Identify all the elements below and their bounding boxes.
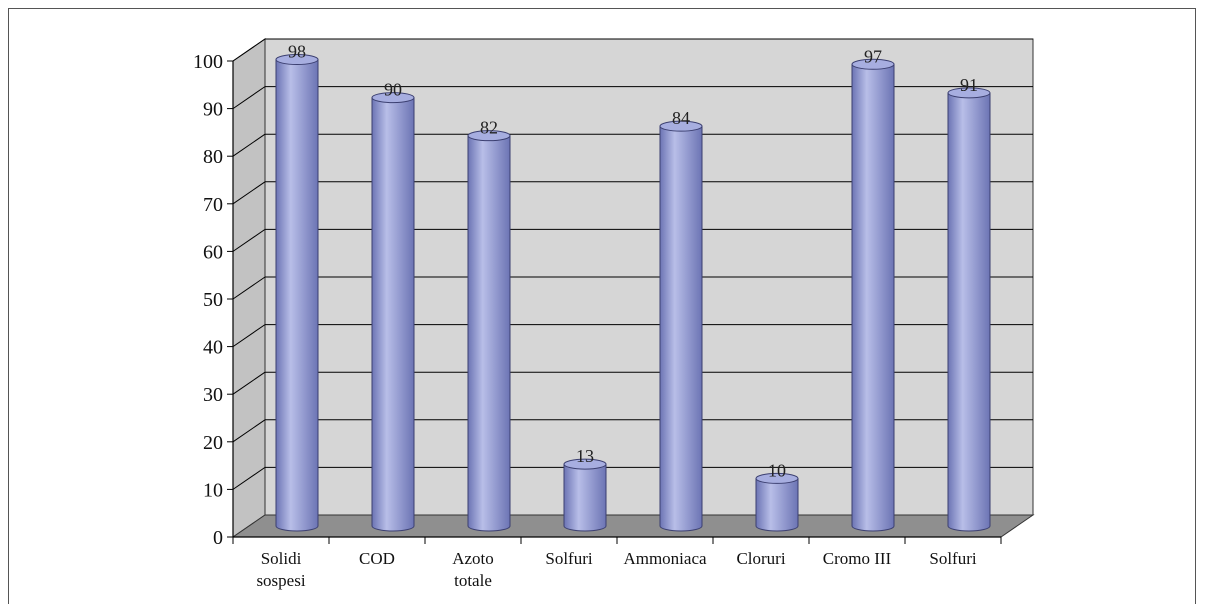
x-tick-label: Azoto [452, 549, 494, 568]
data-label: 84 [672, 108, 690, 128]
chart-frame: 0 10 20 30 40 50 60 70 80 90 100 98 Solidi sospesi 90 C… [8, 8, 1196, 604]
gridline-side [232, 276, 266, 300]
bar [947, 87, 991, 532]
bar-body [371, 97, 415, 532]
bar-top [755, 472, 799, 484]
x-tick-label: Solidi [261, 549, 302, 568]
bar-body [659, 125, 703, 532]
y-tick-label: 30 [203, 384, 223, 406]
x-tick-label: Ammoniaca [623, 549, 707, 568]
bar-chart: 0 10 20 30 40 50 60 70 80 90 100 98 Solidi sospesi 90 C… [193, 38, 1035, 590]
y-tick-label: 10 [203, 479, 223, 501]
data-label: 97 [864, 46, 882, 66]
x-tick-label: Cloruri [736, 549, 785, 568]
bar-body [563, 463, 607, 532]
data-label: 13 [576, 446, 594, 466]
bar-body [947, 92, 991, 532]
x-tick-label: Solfuri [929, 549, 977, 568]
bar-top [275, 54, 319, 66]
y-tick-label: 60 [203, 241, 223, 263]
gridline-side [232, 324, 266, 348]
bar-body [851, 63, 895, 532]
gridline-side [232, 228, 266, 252]
gridline-side [232, 419, 266, 443]
gridline-side [232, 38, 266, 62]
bar-top [851, 58, 895, 70]
x-tick-label: totale [454, 571, 492, 590]
bar [563, 458, 607, 532]
y-tick-label: 40 [203, 337, 223, 359]
bar-top [947, 87, 991, 99]
y-tick-label: 80 [203, 146, 223, 168]
bar [851, 58, 895, 532]
gridline-side [232, 133, 266, 157]
data-label: 98 [288, 42, 306, 62]
bar [659, 120, 703, 532]
x-tick-label: sospesi [256, 571, 305, 590]
gridline-side [232, 86, 266, 110]
gridline-side [232, 466, 266, 490]
gridline-side [232, 371, 266, 395]
bar-body [755, 477, 799, 532]
y-tick-label: 70 [203, 194, 223, 216]
bar [755, 472, 799, 532]
y-tick-label: 0 [213, 527, 223, 549]
y-tick-label: 50 [203, 289, 223, 311]
bar-body [275, 59, 319, 532]
data-label: 10 [768, 460, 786, 480]
bar [371, 92, 415, 532]
x-tick-label: COD [359, 549, 395, 568]
bar-top [659, 120, 703, 132]
bar-top [467, 130, 511, 142]
bar-top [563, 458, 607, 470]
bar [467, 130, 511, 532]
gridline-side [232, 181, 266, 205]
bar-body [467, 135, 511, 532]
y-tick-label: 100 [193, 51, 223, 73]
floor [231, 514, 1035, 538]
bar [275, 54, 319, 532]
x-tick-label: Solfuri [545, 549, 593, 568]
y-tick-label: 90 [203, 99, 223, 121]
data-label: 90 [384, 80, 402, 100]
data-label: 91 [960, 75, 978, 95]
y-tick-label: 20 [203, 432, 223, 454]
bar-top [371, 92, 415, 104]
x-tick-label: Cromo III [823, 549, 892, 568]
data-label: 82 [480, 118, 498, 138]
